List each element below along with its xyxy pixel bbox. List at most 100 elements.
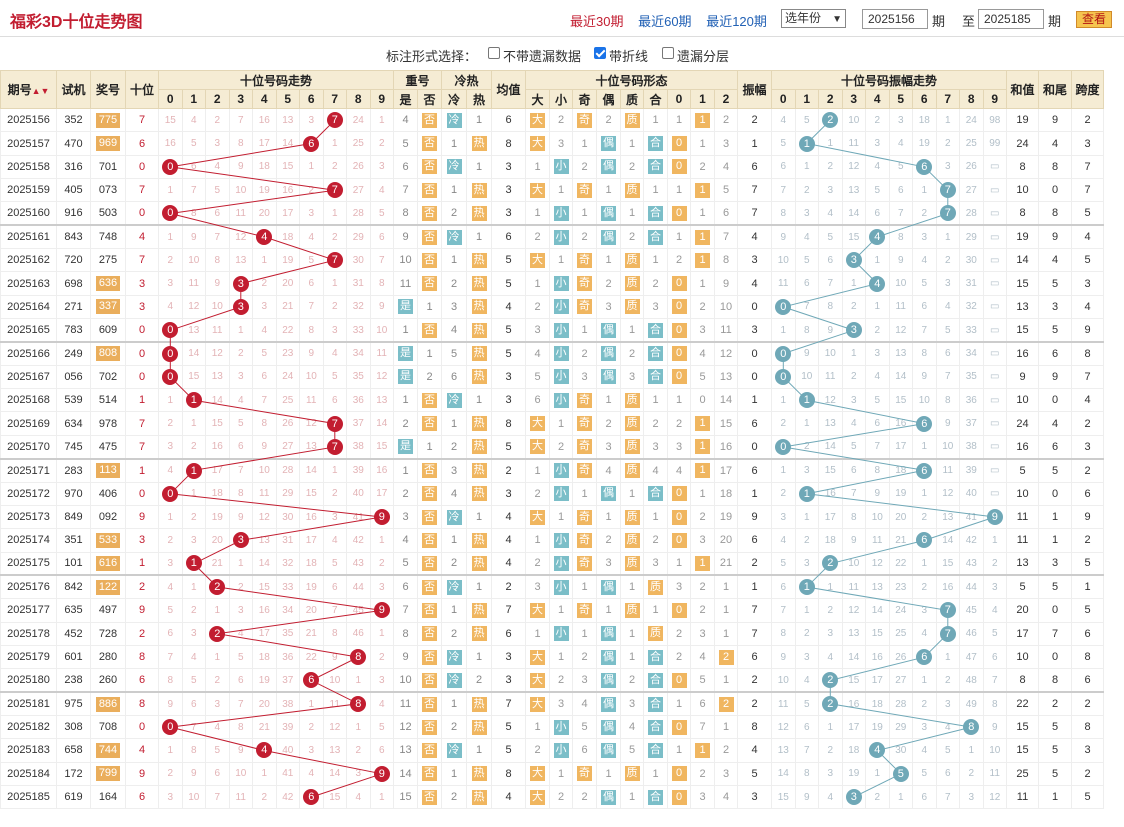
issue: 2025177 (0, 598, 57, 623)
trend-cell: 6 (205, 201, 230, 226)
col-issue[interactable]: 期号▲▼ (0, 70, 57, 109)
mod-tag: 0 (671, 532, 687, 548)
period-nav: 最近30期 最近60期 最近120期 (570, 11, 778, 30)
amp-trend-cell: 1 (865, 761, 890, 786)
trend-cell: 10 (322, 668, 347, 693)
query-button[interactable]: 查看 (1076, 11, 1112, 28)
trend-cell: 5 (322, 551, 347, 576)
col-repeat: 重号 (393, 70, 442, 90)
trend-cell: 7 (322, 598, 347, 623)
amp-trend-cell: 16 (818, 481, 843, 506)
trend-cell: 1 (158, 738, 183, 763)
repeat-cell: 5 (393, 551, 418, 576)
trend-ball: 8 (350, 696, 367, 713)
form-tag: 小 (553, 205, 569, 221)
form-tag: 合 (648, 696, 663, 712)
trend-cell: 2 (346, 738, 371, 763)
hotcold-cell: 4 (441, 318, 467, 343)
trend-ball: 2 (209, 579, 226, 596)
amp-ball: 7 (939, 625, 956, 642)
amp-trend-cell: 17 (888, 434, 913, 460)
year-select[interactable]: 选年份 ▼ (781, 9, 846, 28)
form-tag: 偶 (601, 579, 616, 595)
amp-trend-cell: 35 (959, 364, 984, 390)
amp-trend-cell: 9 (982, 504, 1007, 530)
repeat-tag: 否 (422, 766, 437, 782)
fold-line-checkbox[interactable] (594, 47, 606, 59)
amp-trend-cell: 0 (771, 434, 796, 460)
trend-cell: 15 (205, 411, 230, 436)
repeat-tag: 否 (422, 532, 437, 548)
trend-cell: 7 (228, 107, 253, 133)
amp-trend-cell: 1 (912, 481, 937, 506)
amp-digit-2: 2 (818, 89, 843, 109)
amp-trend-cell: 3 (794, 457, 819, 483)
amp-trend-cell: 6 (771, 574, 796, 600)
amp-trend-cell: 11 (935, 457, 960, 483)
form-cell: 偶 (596, 644, 621, 670)
nav-recent-60[interactable]: 最近60期 (638, 14, 692, 29)
repeat-cell: 1 (417, 340, 442, 366)
sum-value: 24 (1006, 131, 1039, 156)
trend-cell: 38 (346, 434, 371, 460)
avg-value: 4 (491, 551, 526, 576)
form-0: 大 (525, 89, 550, 109)
amp-trend-cell: 1 (935, 224, 960, 250)
col-amp-trend: 十位号码振幅走势 (771, 70, 1007, 90)
hotcold-cell: 2 (441, 551, 467, 576)
span-value: 7 (1071, 154, 1104, 180)
trend-cell: 19 (252, 178, 277, 203)
trend-cell: 16 (275, 178, 300, 203)
trend-cell: 6 (252, 364, 277, 390)
trend-cell: 18 (205, 481, 230, 506)
trend-cell: 1 (158, 388, 183, 413)
trend-cell: 29 (346, 224, 371, 250)
form-cell: 1 (690, 551, 715, 576)
hotcold-tag: 热 (471, 486, 487, 502)
trend-cell: 2 (252, 784, 277, 810)
amp-trend-cell: 33 (959, 318, 984, 343)
mod-tag: 0 (671, 159, 687, 175)
form-tag: 奇 (577, 602, 592, 618)
amp-trend-cell: 4 (771, 528, 796, 553)
form-cell: 1 (643, 248, 668, 273)
span-value: 7 (1071, 364, 1104, 390)
form-cell: 4 (690, 340, 715, 366)
form-cell: 3 (643, 294, 668, 320)
amp-trend-cell: 7 (982, 668, 1007, 693)
span-value: 5 (1071, 248, 1104, 273)
amp-value: 6 (737, 528, 772, 553)
hotcold-cell: 热 (466, 411, 492, 436)
amp-trend-cell: ▭ (982, 411, 1007, 436)
repeat-tag: 否 (422, 649, 437, 665)
form-tag: 合 (648, 159, 663, 175)
no-miss-checkbox[interactable] (488, 47, 500, 59)
form-cell: 2 (596, 528, 621, 553)
hotcold-cell: 1 (441, 761, 467, 786)
prize-badge: 702 (98, 370, 118, 383)
miss-layer-checkbox[interactable] (662, 47, 674, 59)
amp-trend-cell: 2 (818, 551, 843, 576)
test-number: 238 (56, 668, 91, 693)
repeat-cell: 否 (417, 224, 442, 250)
tens-digit: 3 (125, 271, 159, 296)
form-cell: 3 (690, 621, 715, 646)
form-tag: 小 (553, 322, 569, 338)
amp-trend-cell: 7 (935, 178, 960, 203)
amp-trend-cell: ▭ (982, 201, 1007, 226)
amp-trend-cell: 17 (818, 504, 843, 530)
amp-trend-cell: 3 (841, 784, 866, 810)
repeat-cell: 否 (417, 551, 442, 576)
from-issue-input[interactable]: 2025156 (862, 9, 928, 29)
nav-recent-30[interactable]: 最近30期 (570, 14, 624, 29)
form-cell: 大 (525, 504, 550, 530)
trend-cell: 22 (275, 318, 300, 343)
prize-badge: 337 (95, 299, 121, 315)
amp-trend-cell: 9 (771, 644, 796, 670)
trend-cell: 3 (299, 201, 324, 226)
trend-cell: 21 (252, 714, 277, 740)
to-issue-input[interactable]: 2025185 (978, 9, 1044, 29)
nav-recent-120[interactable]: 最近120期 (706, 14, 767, 29)
amp-trend-cell: 2 (818, 598, 843, 623)
avg-value: 5 (491, 271, 526, 296)
